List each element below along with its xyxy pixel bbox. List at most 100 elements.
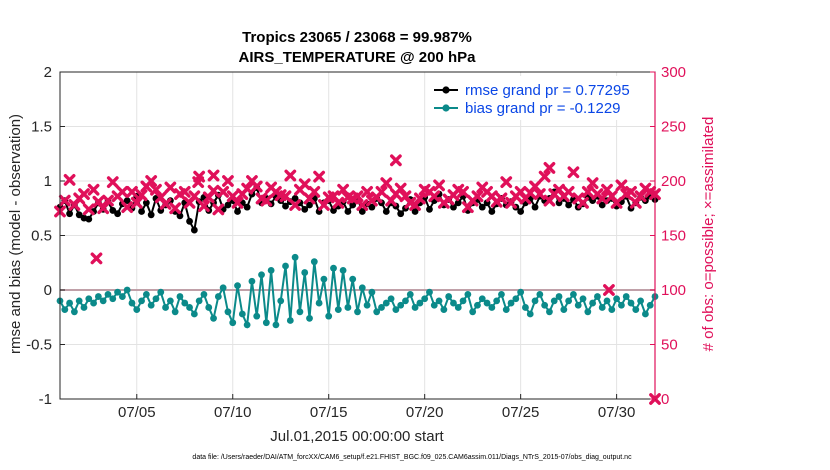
obs-assimilated-point [58,194,71,207]
bias-point [147,301,155,309]
bias-point [526,310,534,318]
bias-point [200,290,208,298]
obs-assimilated-point [495,192,508,205]
obs-assimilated-point [164,181,177,194]
bias-point [392,306,400,314]
bias-point [450,299,457,307]
bias-point [262,319,270,327]
obs-marker-stroke [332,196,345,209]
obs-marker-stroke [375,185,388,198]
bias-point [406,290,414,298]
bias-point [642,310,649,318]
obs-marker-stroke [212,203,225,216]
bias-point [210,314,217,322]
bias-point [94,293,102,300]
x-tick-label: 07/25 [502,404,540,421]
bias-point [205,304,213,311]
bias-point [550,297,558,305]
obs-marker-stroke [159,197,172,210]
bias-point [344,304,352,311]
obs-assimilated-point [562,185,575,198]
grid [60,71,655,400]
y-tick-label-left: 0 [44,282,52,299]
bias-point [152,295,160,303]
bias-point [618,301,625,309]
obs-marker-stroke [562,185,575,198]
bias-point [594,293,601,300]
obs-marker-stroke [327,190,340,203]
obs-assimilated-point [198,200,210,212]
bias-point [522,304,529,311]
bias-point [531,297,539,305]
obs-assimilated-point [610,196,623,209]
bias-point [75,297,83,305]
obs-marker-stroke [145,175,158,187]
obs-marker-stroke [126,185,138,198]
obs-assimilated-point [351,190,364,203]
bias-point [627,299,635,307]
bias-point [243,321,251,329]
obs-assimilated-point [581,185,594,198]
obs-assimilated-point [433,179,445,192]
obs-marker-stroke [452,183,465,196]
obs-assimilated-point [500,176,513,188]
obs-marker-stroke [404,196,417,209]
bias-point [162,304,169,311]
bias-point [474,301,481,309]
bias-point [560,306,568,314]
bias-point [536,290,544,298]
bias-point [363,301,371,309]
rmse-point [243,203,251,211]
obs-marker-stroke [90,252,103,265]
obs-marker-stroke [337,183,350,196]
obs-marker-stroke [596,192,609,205]
obs-marker-stroke [433,179,445,192]
bias-point [426,288,433,296]
obs-marker-stroke [625,185,637,198]
bias-point [61,306,69,314]
bias-point [402,297,409,305]
rmse-point [517,208,525,215]
obs-assimilated-point [567,166,580,179]
obs-marker-stroke [356,199,369,211]
obs-marker-stroke [601,183,613,196]
y-tick-label-left: 1.5 [31,119,52,136]
obs-assimilated-point [615,179,628,192]
bias-point [574,301,582,309]
obs-marker-stroke [577,196,589,209]
rmse-point [75,211,83,219]
rmse-point [142,199,150,207]
bias-point [546,308,553,316]
obs-assimilated-point [145,175,158,187]
obs-marker-stroke [389,154,402,167]
bias-point [339,266,347,274]
bias-point [138,297,145,305]
rmse-point [224,201,232,209]
rmse-point [368,203,376,211]
obs-marker-stroke [318,199,330,211]
obs-assimilated-point [380,177,393,190]
obs-assimilated-point [217,185,230,198]
obs-marker-stroke [644,185,657,198]
bias-point [320,275,328,283]
bias-point [637,297,645,305]
axes: 07/05 07/10 07/15 07/20 07/25 07/30 -1 -0.5 0 0.5… [26,64,686,421]
bias-point [430,301,438,309]
rmse-point [426,205,433,213]
obs-assimilated-point [126,185,138,198]
rmse-point [330,207,337,214]
bias-point [464,290,472,298]
bias-point [598,304,606,311]
obs-marker-stroke [313,170,326,183]
bias-point [613,295,621,303]
bias-point [248,277,256,285]
bias-point [421,295,429,303]
bias-point [296,308,304,316]
obs-marker-stroke [567,166,580,179]
bias-point [349,275,357,283]
bias-point [397,301,405,309]
legend-marker-rmse [442,86,450,94]
bias-point [502,306,510,314]
obs-assimilated-point [471,190,484,203]
bias-point [493,297,501,305]
